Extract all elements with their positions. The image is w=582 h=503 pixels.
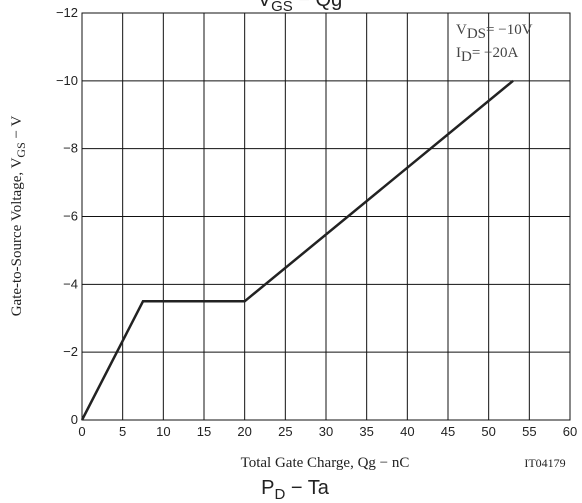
annotation-main: V bbox=[456, 22, 467, 38]
annotation-main: I bbox=[456, 45, 461, 61]
annotation: VDS= −10V bbox=[456, 22, 533, 42]
x-tick-label: 5 bbox=[119, 424, 126, 439]
x-tick-label: 15 bbox=[197, 424, 211, 439]
x-axis-label: Total Gate Charge, Qg − nC bbox=[241, 455, 410, 471]
x-tick-label: 0 bbox=[78, 424, 85, 439]
annotation-rest: = −20A bbox=[472, 45, 519, 61]
y-tick-label: 0 bbox=[71, 412, 78, 427]
x-tick-label: 60 bbox=[563, 424, 577, 439]
x-tick-label: 35 bbox=[359, 424, 373, 439]
y-tick-label: −2 bbox=[63, 344, 78, 359]
annotation-sub: D bbox=[461, 49, 472, 65]
x-tick-label: 40 bbox=[400, 424, 414, 439]
x-tick-label: 20 bbox=[237, 424, 251, 439]
next-chart-title: PD − Ta bbox=[261, 477, 330, 503]
chart-title: VGS − Qg bbox=[258, 0, 343, 15]
y-tick-label: −10 bbox=[56, 73, 78, 88]
y-tick-label: −6 bbox=[63, 209, 78, 224]
x-tick-label: 10 bbox=[156, 424, 170, 439]
x-tick-label: 50 bbox=[481, 424, 495, 439]
x-tick-label: 25 bbox=[278, 424, 292, 439]
annotation-sub: DS bbox=[467, 26, 486, 42]
annotation-rest: = −10V bbox=[486, 22, 533, 38]
annotation: ID= −20A bbox=[456, 45, 519, 65]
y-axis-label: Gate-to-Source Voltage, VGS − V bbox=[9, 116, 28, 317]
x-tick-label: 55 bbox=[522, 424, 536, 439]
data-line bbox=[80, 79, 514, 421]
x-tick-label: 45 bbox=[441, 424, 455, 439]
figure-code: IT04179 bbox=[524, 456, 565, 470]
y-tick-label: −12 bbox=[56, 5, 78, 20]
x-tick-label: 30 bbox=[319, 424, 333, 439]
y-tick-label: −8 bbox=[63, 141, 78, 156]
y-tick-label: −4 bbox=[63, 276, 78, 291]
